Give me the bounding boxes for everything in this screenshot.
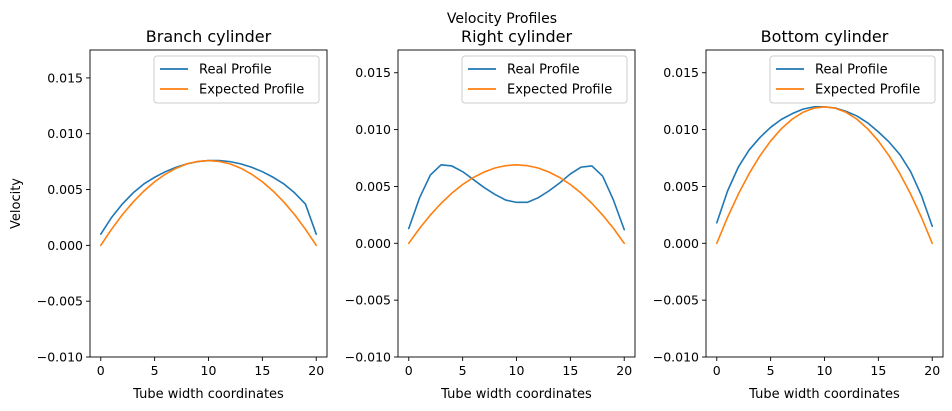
y-tick-label: 0.010	[355, 122, 391, 137]
x-tick-label: 0	[405, 363, 413, 378]
x-tick-label: 20	[308, 363, 324, 378]
x-axis-label: Tube width coordinates	[748, 387, 900, 402]
legend-label: Real Profile	[199, 63, 272, 78]
y-tick-label: −0.005	[345, 293, 391, 308]
legend-label: Real Profile	[815, 63, 888, 78]
x-tick-label: 0	[713, 363, 721, 378]
x-tick-label: 5	[767, 363, 775, 378]
legend-label: Expected Profile	[815, 83, 920, 98]
panel-2: Right cylinder 0 5 10 15 20 −0.010 −0.005 0.000 0…	[345, 27, 636, 402]
legend-box	[153, 55, 320, 104]
series-line-expected-profile	[715, 106, 934, 245]
y-tick-label: −0.010	[653, 350, 699, 365]
panel-title: Bottom cylinder	[761, 27, 889, 46]
y-tick-label: 0.010	[47, 126, 83, 141]
y-tick-label: 0.015	[355, 65, 391, 80]
series-line-expected-profile	[407, 164, 626, 245]
x-tick-label: 20	[616, 363, 632, 378]
y-tick-label: 0.010	[663, 122, 699, 137]
y-tick-label: 0.000	[47, 238, 83, 253]
x-tick-label: 15	[870, 363, 886, 378]
series-line-expected-profile	[99, 159, 318, 247]
panel-3: Bottom cylinder 0 5 10 15 20 −0.010 −0.005 0.000…	[653, 27, 944, 402]
panel-1: Branch cylinder 0 5 10 15 20 −0.010 −0.005 0.000…	[9, 27, 328, 402]
y-tick-label: 0.005	[47, 182, 83, 197]
x-tick-label: 10	[201, 363, 217, 378]
y-tick-label: −0.010	[37, 350, 83, 365]
y-tick-label: 0.015	[663, 65, 699, 80]
figure-suptitle: Velocity Profiles	[447, 11, 557, 27]
y-tick-label: 0.015	[47, 70, 83, 85]
x-tick-label: 0	[97, 363, 105, 378]
y-tick-label: −0.010	[345, 350, 391, 365]
y-tick-label: 0.005	[663, 179, 699, 194]
x-tick-label: 10	[509, 363, 525, 378]
legend-label: Expected Profile	[199, 83, 304, 98]
x-axis-label: Tube width coordinates	[132, 387, 284, 402]
legend-label: Real Profile	[507, 63, 580, 78]
legend: Real Profile Expected Profile	[461, 55, 628, 104]
y-tick-label: 0.000	[355, 236, 391, 251]
x-axis-label: Tube width coordinates	[440, 387, 592, 402]
legend: Real Profile Expected Profile	[769, 55, 936, 104]
legend: Real Profile Expected Profile	[153, 55, 320, 104]
panel-title: Branch cylinder	[146, 27, 272, 46]
y-tick-label: 0.005	[355, 179, 391, 194]
legend-box	[461, 55, 628, 104]
y-tick-label: −0.005	[653, 293, 699, 308]
y-axis-label: Velocity	[9, 178, 24, 229]
x-tick-label: 15	[562, 363, 578, 378]
legend-box	[769, 55, 936, 104]
x-tick-label: 20	[924, 363, 940, 378]
series-line-real-profile	[407, 164, 626, 231]
y-tick-label: 0.000	[663, 236, 699, 251]
y-tick-label: −0.005	[37, 294, 83, 309]
legend-label: Expected Profile	[507, 83, 612, 98]
panel-title: Right cylinder	[461, 27, 573, 46]
x-tick-label: 10	[817, 363, 833, 378]
x-tick-label: 15	[254, 363, 270, 378]
x-tick-label: 5	[151, 363, 159, 378]
x-tick-label: 5	[459, 363, 467, 378]
